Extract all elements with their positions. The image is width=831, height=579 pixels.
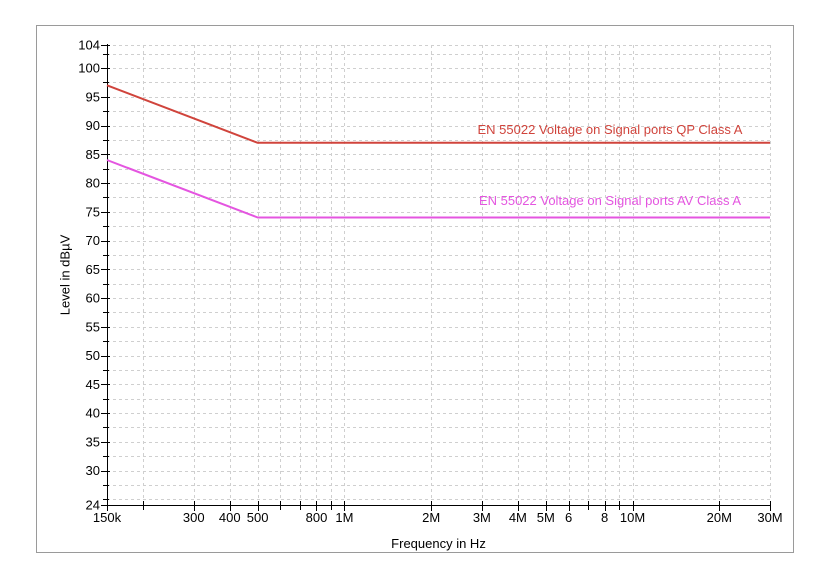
svg-text:4M: 4M (509, 510, 527, 525)
svg-text:35: 35 (86, 434, 100, 449)
svg-text:65: 65 (86, 262, 100, 277)
y-tick-labels: 104 100 95 90 85 80 75 70 65 60 55 50 45 40 35 30 24 (78, 38, 100, 513)
chart-panel (36, 25, 794, 553)
svg-text:30M: 30M (757, 510, 782, 525)
svg-text:500: 500 (247, 510, 269, 525)
svg-text:70: 70 (86, 233, 100, 248)
series-label-qp: EN 55022 Voltage on Signal ports QP Clas… (477, 122, 743, 137)
svg-text:1M: 1M (335, 510, 353, 525)
svg-text:104: 104 (78, 38, 100, 53)
y-axis-title: Level in dBµV (57, 234, 73, 316)
svg-text:3M: 3M (473, 510, 491, 525)
svg-text:150k: 150k (93, 510, 122, 525)
svg-text:5M: 5M (537, 510, 555, 525)
svg-text:95: 95 (86, 89, 100, 104)
svg-text:40: 40 (86, 406, 100, 421)
axes (101, 44, 771, 511)
svg-text:85: 85 (86, 147, 100, 162)
svg-text:6: 6 (565, 510, 572, 525)
gridlines (107, 45, 771, 505)
svg-text:20M: 20M (707, 510, 732, 525)
series-label-av: EN 55022 Voltage on Signal ports AV Clas… (478, 193, 742, 208)
svg-text:100: 100 (78, 61, 100, 76)
x-tick-labels: 150k 300 400 500 800 1M 2M 3M 4M 5M 6 8 10M 20M 30M (93, 510, 783, 525)
svg-text:300: 300 (183, 510, 205, 525)
svg-text:10M: 10M (620, 510, 645, 525)
svg-text:80: 80 (86, 176, 100, 191)
svg-text:24: 24 (86, 498, 100, 513)
svg-text:55: 55 (86, 319, 100, 334)
x-axis-title: Frequency in Hz (391, 536, 486, 551)
svg-text:90: 90 (86, 118, 100, 133)
svg-text:45: 45 (86, 377, 100, 392)
svg-text:50: 50 (86, 348, 100, 363)
svg-text:75: 75 (86, 204, 100, 219)
svg-text:8: 8 (601, 510, 608, 525)
svg-text:2M: 2M (422, 510, 440, 525)
series-qp-line (106, 84, 770, 144)
svg-text:800: 800 (306, 510, 328, 525)
svg-text:60: 60 (86, 291, 100, 306)
svg-text:400: 400 (219, 510, 241, 525)
series-av-line (106, 159, 770, 219)
svg-text:30: 30 (86, 463, 100, 478)
